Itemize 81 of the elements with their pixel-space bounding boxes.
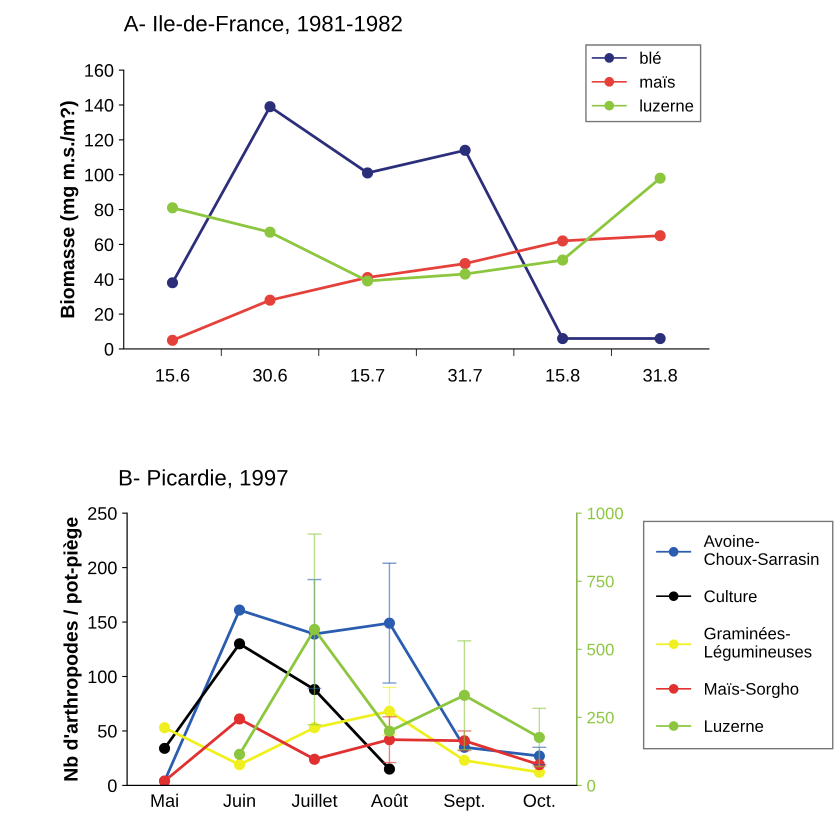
point [166,334,178,346]
point [534,759,545,770]
point [362,275,374,287]
point [166,277,178,288]
point [166,202,178,214]
point [362,167,374,179]
point [234,604,246,616]
point [557,254,568,266]
legend-label: Maïs-Sorgho [705,682,798,698]
y-tick-label: 150 [88,616,117,629]
point [654,172,666,184]
point [460,268,471,280]
point [458,735,470,746]
point [308,684,320,696]
point [654,230,666,242]
point [158,722,170,734]
y-tick-label: 140 [85,98,114,112]
y2-tick-label: 750 [587,576,614,588]
point [460,258,471,270]
point [264,101,276,112]
point [458,690,470,701]
y-tick-label: 160 [85,64,114,77]
point [234,759,246,770]
y-tick-label: 80 [94,203,114,216]
x-tick-label: 30.6 [253,368,287,382]
point [458,754,470,766]
y-tick-label: 200 [88,562,117,574]
y2-tick-label: 500 [587,644,614,656]
y2-tick-label: 250 [587,712,614,724]
x-tick-label: 15.7 [351,369,384,382]
point [158,742,170,754]
x-tick-label: Oct. [524,794,554,807]
y-tick-label: 100 [85,168,114,182]
x-tick-label: 31.7 [448,368,482,382]
legend-label: maïs [640,76,675,88]
legend-label: blé [640,51,661,64]
y-axis-title: Biomasse (mg m.s./m?) [60,101,78,318]
x-tick-label: Août [370,794,408,807]
point [557,332,568,344]
x-tick-label: 15.8 [546,368,580,382]
y2-tick-label: 1000 [588,508,623,520]
y-tick-label: 0 [108,779,117,792]
point [557,235,568,246]
x-tick-label: Juin [223,794,255,807]
point [308,624,320,635]
x-tick-label: Mai [151,794,178,807]
x-tick-label: Sept. [444,794,484,811]
chart-title: A- Ile-de-France, 1981-1982 [124,15,402,34]
point [384,726,395,737]
point [384,618,395,629]
legend-label: Avoine-Choux-Sarrasin [704,534,818,566]
legend-label: Luzerne [705,720,764,732]
point [384,764,395,775]
point [534,732,545,744]
legend-label: Graminées-Légumineuses [704,626,812,661]
y-tick-label: 100 [88,670,117,684]
y-tick-label: 60 [94,238,114,252]
y-tick-label: 120 [85,134,114,147]
x-tick-label: 31.8 [643,368,677,382]
legend-label: Culture [704,590,757,602]
point [654,332,666,344]
point [234,748,246,760]
point [308,754,320,765]
y-tick-label: 50 [98,724,117,738]
point [264,226,276,238]
point [384,706,395,717]
y-tick-label: 250 [88,507,117,520]
y2-tick-label: 0 [587,780,596,792]
y-axis-title: Nb d'arthropodes / pot-piège [63,517,82,780]
y-tick-label: 20 [94,308,114,321]
legend-label: luzerne [640,99,694,112]
x-tick-label: 15.6 [156,368,190,382]
point [460,144,471,156]
y-tick-label: 40 [94,273,114,286]
chart-title: B- Picardie, 1997 [120,469,288,488]
x-tick-label: Juillet [292,794,338,807]
point [234,713,246,725]
point [234,638,246,650]
point [308,722,320,734]
y-tick-label: 0 [104,342,114,356]
point [264,294,276,306]
